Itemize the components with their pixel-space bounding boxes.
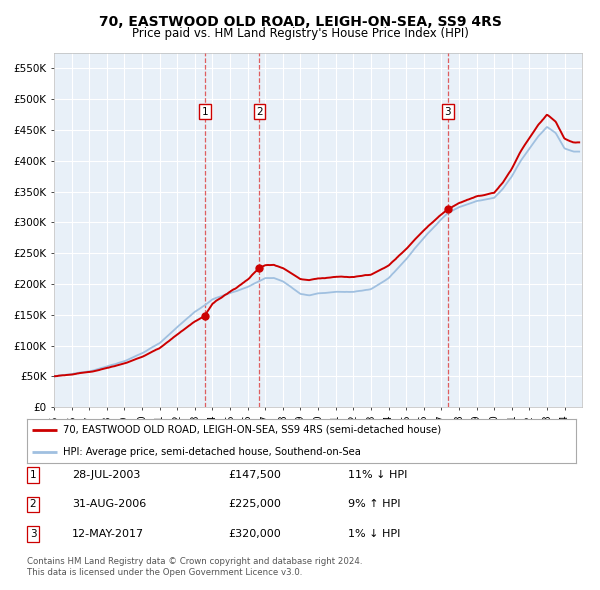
Text: £147,500: £147,500 [228,470,281,480]
Text: HPI: Average price, semi-detached house, Southend-on-Sea: HPI: Average price, semi-detached house,… [62,447,361,457]
Text: 1: 1 [29,470,37,480]
Text: 3: 3 [29,529,37,539]
Text: 2: 2 [29,500,37,509]
Text: 31-AUG-2006: 31-AUG-2006 [72,500,146,509]
Text: 9% ↑ HPI: 9% ↑ HPI [348,500,401,509]
Text: 1: 1 [202,107,208,117]
Text: 70, EASTWOOD OLD ROAD, LEIGH-ON-SEA, SS9 4RS: 70, EASTWOOD OLD ROAD, LEIGH-ON-SEA, SS9… [98,15,502,29]
Text: 28-JUL-2003: 28-JUL-2003 [72,470,140,480]
Text: £225,000: £225,000 [228,500,281,509]
Text: 12-MAY-2017: 12-MAY-2017 [72,529,144,539]
Text: £320,000: £320,000 [228,529,281,539]
Text: Contains HM Land Registry data © Crown copyright and database right 2024.: Contains HM Land Registry data © Crown c… [27,557,362,566]
Text: This data is licensed under the Open Government Licence v3.0.: This data is licensed under the Open Gov… [27,568,302,577]
Text: 70, EASTWOOD OLD ROAD, LEIGH-ON-SEA, SS9 4RS (semi-detached house): 70, EASTWOOD OLD ROAD, LEIGH-ON-SEA, SS9… [62,425,441,435]
Text: 3: 3 [445,107,451,117]
Text: 11% ↓ HPI: 11% ↓ HPI [348,470,407,480]
Text: Price paid vs. HM Land Registry's House Price Index (HPI): Price paid vs. HM Land Registry's House … [131,27,469,40]
Text: 1% ↓ HPI: 1% ↓ HPI [348,529,400,539]
Text: 2: 2 [256,107,263,117]
